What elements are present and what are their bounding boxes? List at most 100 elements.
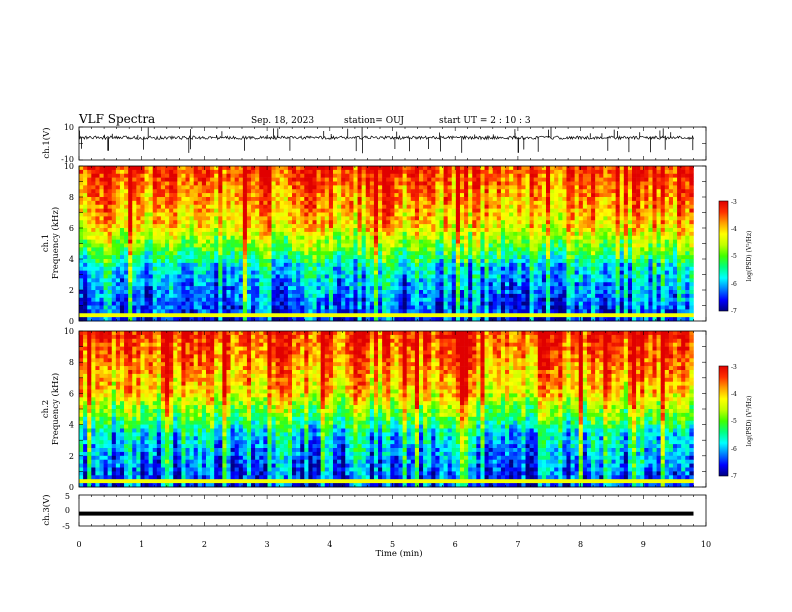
spectrogram-cell [394,228,399,233]
spectrogram-cell [181,266,186,271]
spectrogram-cell [361,262,367,268]
spectrogram-cell [353,166,358,171]
spectrogram-cell [255,282,260,287]
spectrogram-cell [124,173,129,178]
spectrogram-cell [455,169,461,175]
spectrogram-cell [459,286,465,291]
spectrogram-cell [152,262,158,268]
spectrogram-cell [476,185,481,190]
spectrogram-cell [259,313,264,318]
spectrogram-cell [218,173,223,178]
spectrogram-cell [165,197,170,202]
spectrogram-cell [337,185,342,190]
spectrogram-cell [472,266,477,271]
spectrogram-cell [414,204,420,209]
spectrogram-cell [574,274,580,279]
spectrogram-cell [312,200,317,206]
spectrogram-cell [373,278,379,283]
spectrogram-cell [238,228,244,233]
spectrogram-cell [521,208,526,213]
spectrogram-cell [226,274,231,279]
spectrogram-cell [156,166,162,171]
spectrogram-cell [148,193,154,198]
spectrogram-cell [181,235,186,240]
spectrogram-cell [332,282,338,287]
spectrogram-cell [517,243,522,248]
spectrogram-cell [263,181,268,186]
spectrogram-cell [488,239,494,244]
spectrogram-cell [554,212,559,217]
spectrogram-cell [517,197,522,202]
spectrogram-cell [353,274,358,279]
spectrogram-cell [464,270,469,275]
spectrogram-cell [201,193,207,198]
spectrogram-cell [345,216,350,221]
spectrogram-cell [562,200,567,206]
spectrogram-cell [193,166,199,171]
spectrogram-cell [480,216,485,221]
spectrogram-cell [509,185,514,190]
spectrogram-cell [570,317,575,322]
spectrogram-cell [410,169,416,175]
spectrogram-cell [361,297,367,302]
spectrogram-cell [296,266,301,271]
spectrogram-cell [505,185,510,190]
spectrogram-cell [242,274,248,279]
spectrogram-cell [353,189,358,194]
spectrogram-cell [83,185,88,190]
spectrogram-cell [103,212,108,217]
spectrogram-cell [271,204,276,209]
spectrogram-cell [398,297,403,302]
spectrogram-cell [287,266,293,271]
spectrogram-cell [451,290,457,295]
spectrogram-cell [296,212,301,217]
spectrogram-cell [427,293,432,299]
spectrogram-cell [521,193,526,198]
spectrogram-cell [189,247,194,252]
spectrogram-cell [140,224,145,229]
spectrogram-cell [140,278,145,283]
spectrogram-cell [132,243,137,248]
spectrogram-cell [566,181,571,186]
spectrogram-cell [570,243,575,248]
spectrogram-cell [386,220,391,225]
spectrogram-cell [226,278,231,283]
spectrogram-cell [124,166,129,171]
spectrogram-cell [87,181,92,186]
spectrogram-cell [341,251,346,256]
spectrogram-cell [107,169,113,175]
spectrogram-cell [353,247,358,252]
spectrogram-cell [267,270,272,275]
spectrogram-cell [79,274,84,279]
spectrogram-cell [83,247,88,252]
spectrogram-cell [431,166,436,171]
spectrogram-cell [386,208,391,213]
spectrogram-cell [410,200,416,206]
spectrogram-cell [148,235,154,240]
spectrogram-cell [300,259,305,264]
spectrogram-cell [83,243,88,248]
spectrogram-cell [287,282,293,287]
spectrogram-cell [394,274,399,279]
spectrogram-cell [312,293,317,299]
spectrogram-cell [541,235,547,240]
spectrogram-cell [455,185,461,190]
spectrogram-cell [234,282,240,287]
spectrogram-cell [128,262,133,268]
spectrogram-cell [95,200,100,206]
spectrogram-cell [111,239,117,244]
spectrogram-cell [283,243,289,248]
spectrogram-cell [398,166,403,171]
spectrogram-cell [402,274,408,279]
spectrogram-cell [222,262,227,268]
spectrogram-cell [443,286,448,291]
spectrogram-cell [210,290,215,295]
spectrogram-cell [505,204,510,209]
spectrogram-cell [435,243,440,248]
spectrogram-cell [328,286,334,291]
spectrogram-cell [148,243,154,248]
spectrogram-cell [566,200,571,206]
spectrogram-cell [132,235,137,240]
spectrogram-cell [443,301,448,306]
spectrogram-cell [111,270,117,275]
